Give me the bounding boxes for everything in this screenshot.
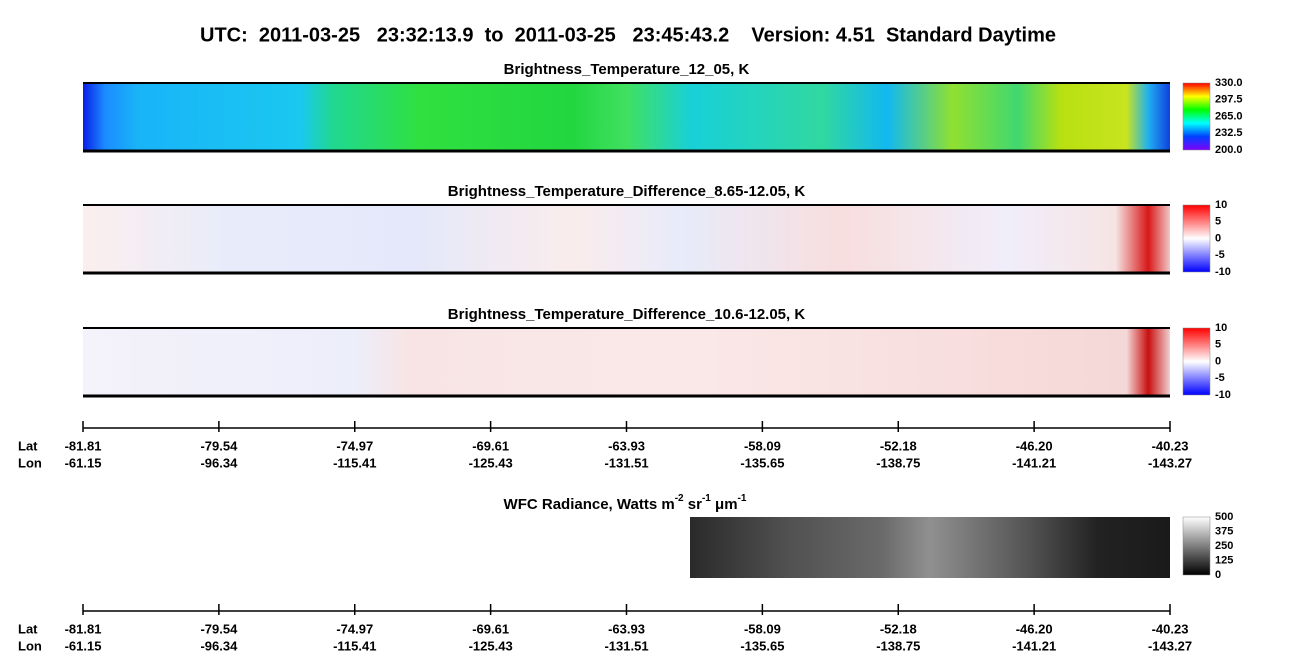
- title-part: -1: [738, 493, 747, 504]
- axis-row-label: Lon: [18, 638, 42, 653]
- page-title: UTC: 2011-03-25 23:32:13.9 to 2011-03-25…: [200, 24, 1056, 46]
- colorbar-tick-label: 125: [1215, 554, 1233, 566]
- lat-label: -40.23: [1152, 621, 1189, 636]
- colorbar-tick-label: 5: [1215, 216, 1221, 228]
- lat-label: -58.09: [744, 438, 781, 453]
- lat-label: -52.18: [880, 438, 917, 453]
- lat-label: -69.61: [472, 621, 509, 636]
- colorbar-tick-label: 0: [1215, 355, 1221, 367]
- lat-label: -74.97: [336, 621, 373, 636]
- lat-label: -63.93: [608, 621, 645, 636]
- lon-label: -125.43: [469, 638, 513, 653]
- colorbar: [1182, 327, 1211, 396]
- lat-label: -81.81: [65, 621, 102, 636]
- lon-label: -135.65: [740, 455, 784, 470]
- colorbar-tick-label: 250: [1215, 540, 1233, 552]
- lon-label: -61.15: [65, 455, 102, 470]
- lon-label: -61.15: [65, 638, 102, 653]
- colorbar-tick-label: -5: [1215, 372, 1225, 384]
- colorbar-tick-label: 200.0: [1215, 144, 1243, 156]
- panel-title: Brightness_Temperature_Difference_8.65-1…: [448, 183, 806, 200]
- colorbar-tick-label: 330.0: [1215, 77, 1243, 89]
- colorbar-tick-label: 5: [1215, 339, 1221, 351]
- colorbar: [1182, 516, 1211, 576]
- lat-label: -46.20: [1016, 438, 1053, 453]
- axis-row-label: Lon: [18, 455, 42, 470]
- colorbar: [1182, 82, 1211, 151]
- colorbar-tick-label: 232.5: [1215, 127, 1243, 139]
- lon-label: -143.27: [1148, 638, 1192, 653]
- colorbar-tick-label: -5: [1215, 249, 1225, 261]
- image-strip: [83, 83, 1170, 151]
- panel-title: Brightness_Temperature_Difference_10.6-1…: [448, 306, 806, 323]
- lat-label: -69.61: [472, 438, 509, 453]
- lon-label: -141.21: [1012, 455, 1056, 470]
- lat-label: -58.09: [744, 621, 781, 636]
- lon-label: -96.34: [200, 638, 238, 653]
- panel-title: Brightness_Temperature_12_05, K: [504, 61, 750, 78]
- colorbar-tick-label: 297.5: [1215, 94, 1243, 106]
- colorbar-tick-label: 10: [1215, 199, 1227, 211]
- colorbar: [1182, 204, 1211, 273]
- lat-label: -63.93: [608, 438, 645, 453]
- colorbar-tick-label: 0: [1215, 232, 1221, 244]
- lat-label: -79.54: [200, 438, 238, 453]
- title-part: -1: [702, 493, 711, 504]
- title-part: -2: [675, 493, 684, 504]
- title-part: μm: [711, 496, 738, 513]
- lon-label: -141.21: [1012, 638, 1056, 653]
- axis-row-label: Lat: [18, 621, 38, 636]
- lon-label: -96.34: [200, 455, 238, 470]
- lon-label: -125.43: [469, 455, 513, 470]
- colorbar-tick-label: 375: [1215, 525, 1233, 537]
- lon-label: -115.41: [333, 638, 376, 653]
- colorbar-tick-label: 10: [1215, 322, 1227, 334]
- lon-label: -135.65: [740, 638, 784, 653]
- colorbar-tick-label: 265.0: [1215, 110, 1243, 122]
- lat-label: -46.20: [1016, 621, 1053, 636]
- lon-label: -131.51: [604, 455, 648, 470]
- lon-label: -138.75: [876, 638, 920, 653]
- lon-label: -138.75: [876, 455, 920, 470]
- lat-label: -74.97: [336, 438, 373, 453]
- lon-label: -143.27: [1148, 455, 1192, 470]
- panel-title: WFC Radiance, Watts m-2 sr-1 μm-1: [504, 493, 747, 513]
- image-strip: [83, 205, 1170, 273]
- lat-label: -52.18: [880, 621, 917, 636]
- colorbar-tick-label: -10: [1215, 389, 1231, 401]
- colorbar-tick-label: 500: [1215, 511, 1233, 523]
- lon-label: -131.51: [604, 638, 648, 653]
- lat-label: -81.81: [65, 438, 102, 453]
- axis-row-label: Lat: [18, 438, 38, 453]
- title-part: WFC Radiance, Watts m: [504, 496, 675, 513]
- wfc-image: [690, 517, 1170, 578]
- lat-label: -40.23: [1152, 438, 1189, 453]
- colorbar-tick-label: -10: [1215, 266, 1231, 278]
- colorbar-tick-label: 0: [1215, 569, 1221, 581]
- title-part: sr: [684, 496, 703, 513]
- lat-label: -79.54: [200, 621, 238, 636]
- lon-label: -115.41: [333, 455, 376, 470]
- image-strip: [83, 328, 1170, 396]
